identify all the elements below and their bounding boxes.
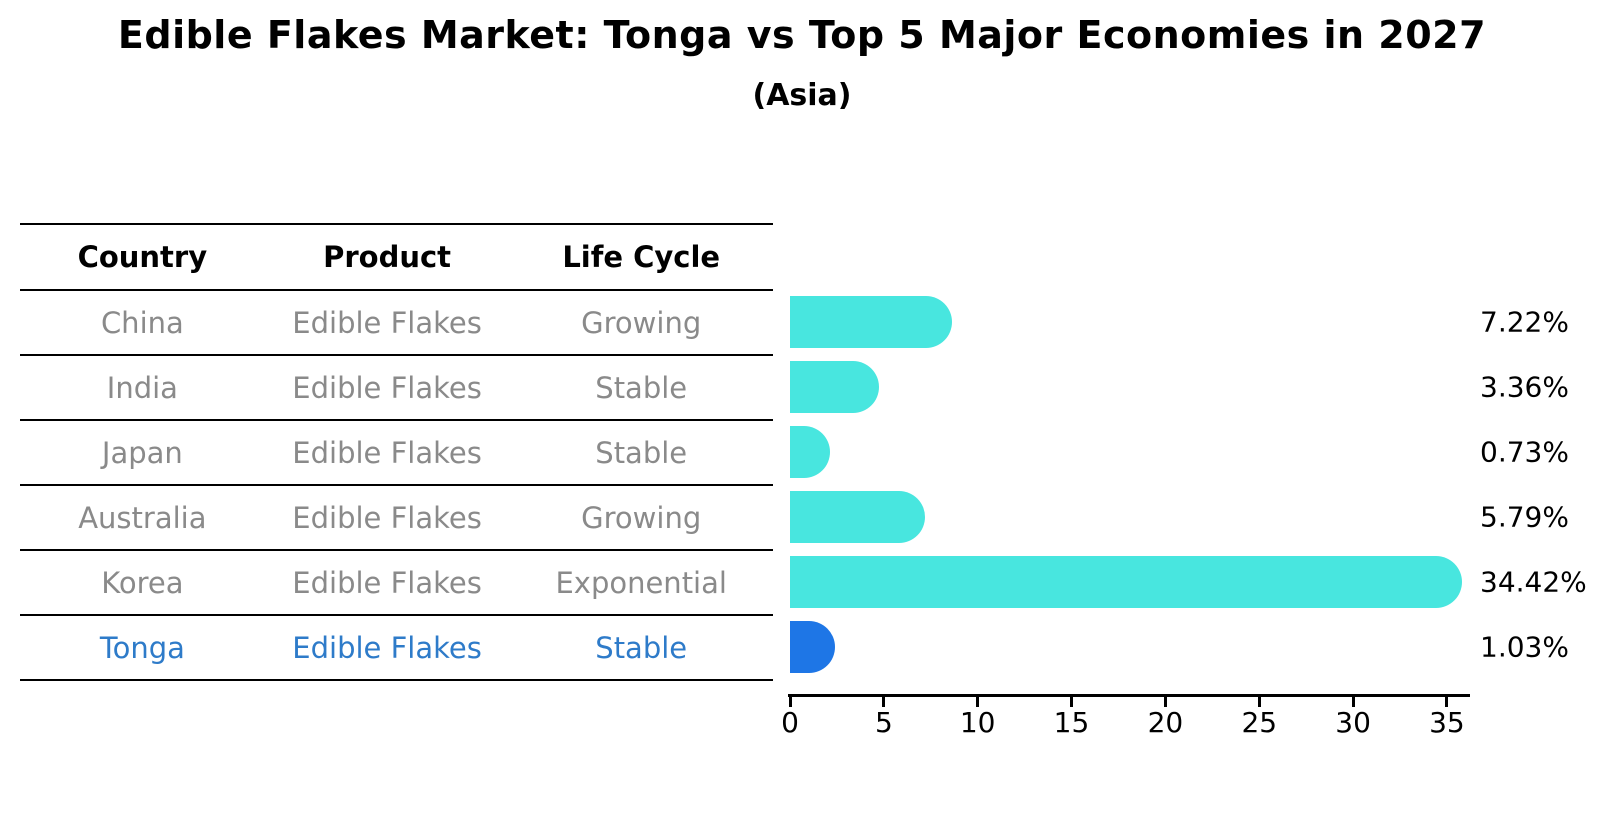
- country-data-table: Country Product Life Cycle China Edible …: [20, 223, 773, 681]
- bar-china: [790, 296, 952, 348]
- table-row-china: China Edible Flakes Growing: [20, 291, 773, 356]
- cell-product: Edible Flakes: [292, 630, 482, 665]
- x-axis-tick-label: 15: [1053, 706, 1090, 739]
- x-axis-tick-label: 20: [1147, 706, 1184, 739]
- x-axis-tick-label: 25: [1241, 706, 1278, 739]
- cell-country: Japan: [101, 435, 183, 470]
- x-axis-tick: [1351, 697, 1355, 707]
- x-axis-tick-label: 10: [959, 706, 996, 739]
- bar-tonga: [790, 621, 836, 673]
- x-axis-tick: [788, 697, 792, 707]
- x-axis-tick-label: 35: [1429, 706, 1465, 739]
- column-header-country: Country: [77, 240, 208, 274]
- cell-life-cycle: Growing: [581, 500, 702, 535]
- cell-country: China: [100, 305, 184, 340]
- table-row-tonga: Tonga Edible Flakes Stable: [20, 616, 773, 681]
- table-row-australia: Australia Edible Flakes Growing: [20, 486, 773, 551]
- value-label-china: 7.22%: [1480, 305, 1569, 339]
- x-axis-tick: [1163, 697, 1167, 707]
- x-axis-tick-label: 5: [874, 706, 893, 739]
- column-header-life-cycle: Life Cycle: [562, 240, 721, 274]
- x-axis-tick-label: 0: [781, 706, 799, 739]
- x-axis-tick: [882, 697, 886, 707]
- bar-japan: [790, 426, 830, 478]
- x-axis-line: [788, 694, 1470, 697]
- cell-country: India: [106, 370, 178, 405]
- x-axis-tick-label: 30: [1335, 706, 1371, 739]
- x-axis-tick: [976, 697, 980, 707]
- x-axis-tick: [1445, 697, 1449, 707]
- cell-product: Edible Flakes: [292, 305, 482, 340]
- cell-product: Edible Flakes: [292, 565, 482, 600]
- cell-country: Australia: [78, 500, 207, 535]
- x-axis-tick: [1257, 697, 1261, 707]
- table-header-row: Country Product Life Cycle: [20, 225, 773, 291]
- table-row-india: India Edible Flakes Stable: [20, 356, 773, 421]
- cell-product: Edible Flakes: [292, 435, 482, 470]
- cell-life-cycle: Stable: [595, 370, 688, 405]
- bar-india: [790, 361, 880, 413]
- cell-life-cycle: Growing: [581, 305, 702, 340]
- cell-product: Edible Flakes: [292, 500, 482, 535]
- value-label-india: 3.36%: [1480, 370, 1569, 404]
- cell-life-cycle: Stable: [595, 630, 688, 665]
- cell-product: Edible Flakes: [292, 370, 482, 405]
- column-header-product: Product: [323, 240, 452, 274]
- value-label-japan: 0.73%: [1480, 435, 1569, 469]
- value-label-tonga: 1.03%: [1480, 630, 1569, 664]
- chart-title: Edible Flakes Market: Tonga vs Top 5 Maj…: [117, 13, 1487, 57]
- cell-country: Korea: [101, 565, 184, 600]
- value-label-australia: 5.79%: [1480, 500, 1569, 534]
- table-row-japan: Japan Edible Flakes Stable: [20, 421, 773, 486]
- bar-australia: [790, 491, 925, 543]
- cell-life-cycle: Stable: [595, 435, 688, 470]
- cell-life-cycle: Exponential: [555, 565, 727, 600]
- bar-korea: [790, 556, 1463, 608]
- cell-country: Tonga: [99, 630, 185, 665]
- x-axis-tick: [1070, 697, 1073, 707]
- table-row-korea: Korea Edible Flakes Exponential: [20, 551, 773, 616]
- value-label-korea: 34.42%: [1480, 565, 1587, 599]
- chart-subtitle: (Asia): [752, 78, 852, 113]
